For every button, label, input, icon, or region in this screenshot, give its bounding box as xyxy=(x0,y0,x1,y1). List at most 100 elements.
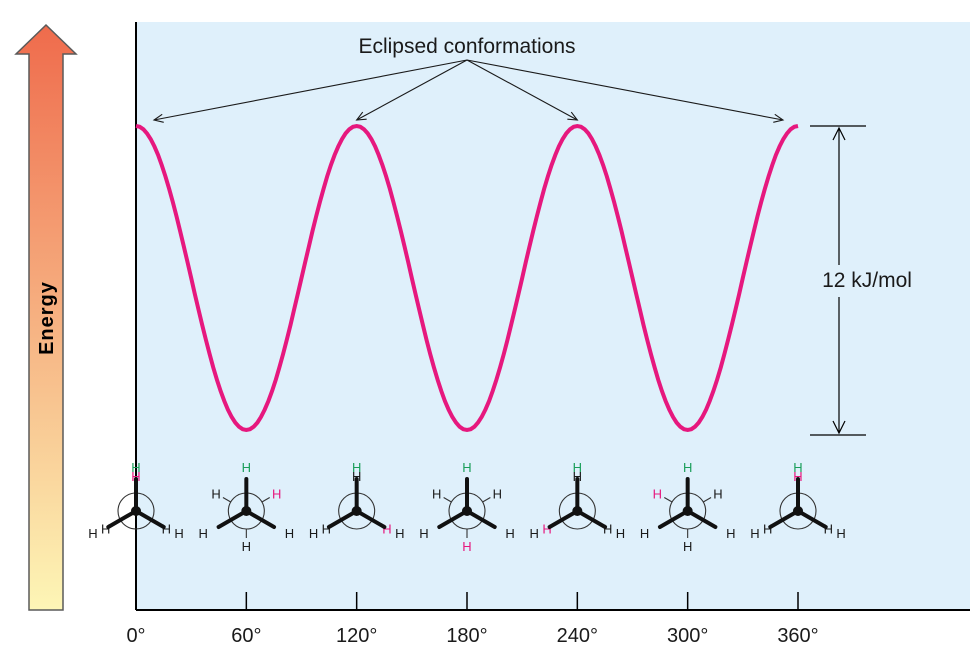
front-bond xyxy=(106,509,138,529)
x-tick-label: 360° xyxy=(777,625,818,647)
eclipsed-annotation: Eclipsed conformations xyxy=(152,35,785,123)
back-hydrogen-label: H xyxy=(824,522,833,537)
front-carbon-dot xyxy=(572,506,583,516)
eclipsed-arrow xyxy=(466,59,578,121)
front-hydrogen-label: H xyxy=(616,526,625,541)
front-reference-hydrogen-label: H xyxy=(352,460,361,475)
back-hydrogen-label: H xyxy=(432,487,441,502)
front-hydrogen-label: H xyxy=(395,526,404,541)
back-hydrogen-label: H xyxy=(603,522,612,537)
energy-arrow-shape xyxy=(14,23,78,611)
front-bond xyxy=(768,509,800,529)
front-hydrogen-label: H xyxy=(750,526,759,541)
back-hydrogen-label: H xyxy=(493,487,502,502)
barrier-arrowhead-up xyxy=(832,126,846,141)
front-hydrogen-label: H xyxy=(285,526,294,541)
front-hydrogen-label: H xyxy=(199,526,208,541)
front-bond xyxy=(244,509,277,529)
front-bond xyxy=(216,509,249,529)
eclipsed-arrow xyxy=(153,59,468,121)
front-bond xyxy=(547,509,580,529)
x-ticks xyxy=(135,592,799,610)
eclipsed-arrowhead xyxy=(567,111,579,121)
back-bond xyxy=(702,497,712,503)
rotating-hydrogen-label: H xyxy=(462,539,471,554)
back-hydrogen-label: H xyxy=(242,539,251,554)
rotating-hydrogen-label: H xyxy=(793,469,802,484)
front-carbon-dot xyxy=(241,506,252,516)
rotating-hydrogen-label: H xyxy=(653,487,662,502)
rotating-hydrogen-label: H xyxy=(382,522,391,537)
front-reference-hydrogen-label: H xyxy=(793,460,802,475)
newman-projection: H H H H H H xyxy=(640,460,736,554)
energy-curve xyxy=(135,123,799,433)
eclipsed-arrowhead xyxy=(355,111,367,121)
eclipsed-arrowhead xyxy=(773,113,785,123)
back-bond xyxy=(222,497,232,503)
x-tick-label: 180° xyxy=(446,625,487,647)
front-carbon-dot xyxy=(462,506,472,516)
x-tick-label: 60° xyxy=(231,625,261,647)
x-tick-label: 240° xyxy=(557,625,598,647)
rotating-hydrogen-label: H xyxy=(542,522,551,537)
rotating-hydrogen-label: H xyxy=(131,469,140,484)
energy-arrow: Energy xyxy=(14,23,78,611)
front-bond xyxy=(575,509,608,529)
front-hydrogen-label: H xyxy=(419,526,428,541)
back-hydrogen-label: H xyxy=(573,469,582,484)
barrier-annotation: 12 kJ/mol xyxy=(810,125,912,436)
front-carbon-dot xyxy=(131,506,141,516)
front-hydrogen-label: H xyxy=(530,526,539,541)
front-bond xyxy=(134,509,166,529)
x-tick-label: 0° xyxy=(126,625,145,647)
back-hydrogen-label: H xyxy=(162,522,171,537)
front-carbon-dot xyxy=(793,506,803,516)
front-reference-hydrogen-label: H xyxy=(573,460,582,475)
back-hydrogen-label: H xyxy=(101,522,110,537)
front-reference-hydrogen-label: H xyxy=(242,460,251,475)
front-bond xyxy=(796,509,828,529)
front-bond xyxy=(657,509,690,529)
front-hydrogen-label: H xyxy=(726,526,735,541)
plot-background xyxy=(136,22,970,610)
eclipsed-arrow xyxy=(356,59,468,121)
x-tick-label: 300° xyxy=(667,625,708,647)
eclipsed-arrowhead xyxy=(152,113,164,123)
front-carbon-dot xyxy=(682,506,693,516)
y-axis-label: Energy xyxy=(36,281,58,355)
back-hydrogen-label: H xyxy=(713,487,722,502)
back-bond xyxy=(443,497,452,503)
back-bond xyxy=(261,497,270,503)
back-hydrogen-label: H xyxy=(322,522,331,537)
front-reference-hydrogen-label: H xyxy=(462,460,471,475)
newman-projection: H H H H H H xyxy=(419,460,515,554)
back-bond xyxy=(664,497,673,503)
back-hydrogen-label: H xyxy=(352,469,361,484)
barrier-label: 12 kJ/mol xyxy=(822,269,912,292)
front-bond xyxy=(437,509,469,529)
rotating-hydrogen-label: H xyxy=(272,487,281,502)
x-tick-label: 120° xyxy=(336,625,377,647)
eclipsed-label: Eclipsed conformations xyxy=(358,35,575,58)
barrier-arrowhead-down xyxy=(832,420,846,435)
front-bond xyxy=(354,509,387,529)
back-hydrogen-label: H xyxy=(683,539,692,554)
front-hydrogen-label: H xyxy=(309,526,318,541)
front-hydrogen-label: H xyxy=(88,526,97,541)
front-reference-hydrogen-label: H xyxy=(131,460,140,475)
front-hydrogen-label: H xyxy=(505,526,514,541)
back-hydrogen-label: H xyxy=(763,522,772,537)
front-hydrogen-label: H xyxy=(640,526,649,541)
front-bond xyxy=(465,509,497,529)
front-hydrogen-label: H xyxy=(836,526,845,541)
front-carbon-dot xyxy=(351,506,362,516)
x-tick-labels: 0° 60° 120° 180° 240° 300° 360° xyxy=(126,625,818,647)
front-reference-hydrogen-label: H xyxy=(683,460,692,475)
back-bond xyxy=(482,497,491,503)
eclipsed-arrow xyxy=(466,59,784,121)
